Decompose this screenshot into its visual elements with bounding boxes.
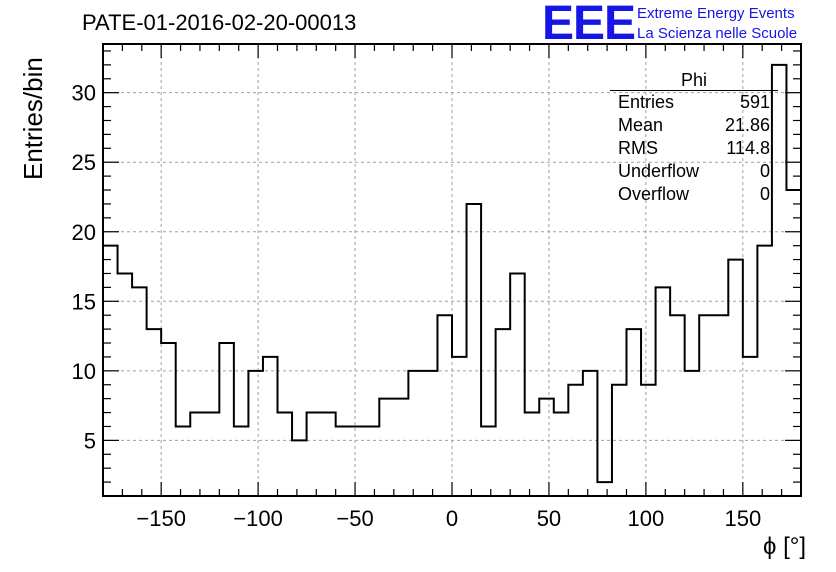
stats-row: Mean 21.86 [610, 114, 778, 137]
y-tick-label: 15 [72, 289, 96, 314]
logo-caption-line2: La Scienza nelle Scuole [637, 25, 798, 42]
x-axis-label: ϕ [°] [762, 533, 806, 560]
logo-caption-line1: Extreme Energy Events [637, 5, 795, 22]
x-tick-label: 150 [724, 506, 761, 531]
x-tick-label: −150 [136, 506, 186, 531]
stats-label: Mean [618, 115, 664, 135]
histogram-series [103, 63, 801, 484]
x-tick-label: 50 [537, 506, 561, 531]
x-tick-label: −100 [233, 506, 283, 531]
stats-row: Underflow 0 [610, 160, 778, 183]
stats-label: RMS [618, 138, 658, 158]
eee-logo: EEE [542, 0, 636, 50]
logo-caption: Extreme Energy Events La Scienza nelle S… [637, 4, 797, 44]
stats-value: 114.8 [726, 138, 770, 158]
y-tick-label: 25 [72, 150, 96, 175]
stats-value: 0 [759, 184, 770, 204]
x-tick-label: 100 [628, 506, 665, 531]
stats-value: 591 [739, 92, 770, 112]
stats-box: Phi Entries 591 Mean 21.86 RMS 114.8 Underf… [610, 68, 778, 206]
chart-title: PATE-01-2016-02-20-00013 [82, 10, 357, 35]
stats-row: RMS 114.8 [610, 137, 778, 160]
y-tick-label: 20 [72, 220, 96, 245]
stats-value: 21.86 [724, 115, 770, 135]
stats-box-title: Phi [610, 68, 778, 91]
y-axis-label: Entries/bin [18, 57, 48, 180]
y-tick-label: 10 [72, 359, 96, 384]
stats-label: Entries [618, 92, 675, 112]
y-tick-label: 5 [84, 428, 96, 453]
histogram-line [103, 63, 801, 484]
x-tick-label: −50 [336, 506, 373, 531]
x-tick-label: 0 [446, 506, 458, 531]
y-tick-label: 30 [72, 81, 96, 106]
stats-row: Overflow 0 [610, 183, 778, 206]
axes: −150 −100 −50 0 50 100 150 5 10 15 20 25 30 [72, 43, 802, 531]
stats-row: Entries 591 [610, 91, 778, 114]
stats-label: Underflow [618, 161, 700, 181]
stats-value: 0 [759, 161, 770, 181]
stats-label: Overflow [618, 184, 690, 204]
